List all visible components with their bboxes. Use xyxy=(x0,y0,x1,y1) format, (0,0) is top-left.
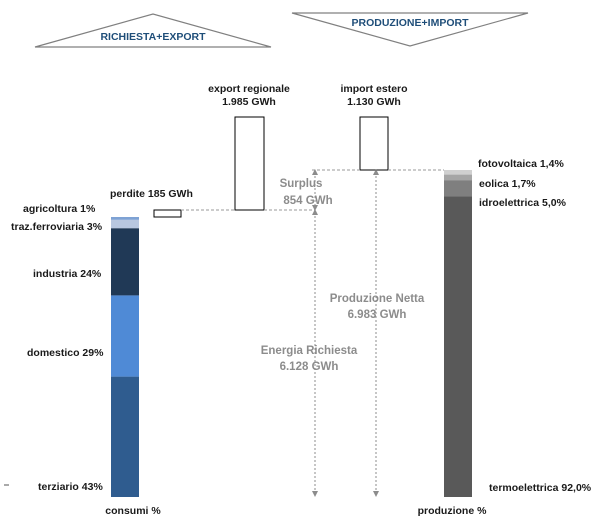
produzione-segment-idroelettrica xyxy=(444,180,472,197)
energia-richiesta-line2: 6.128 GWh xyxy=(280,361,339,373)
surplus-label-line2: 854 GWh xyxy=(283,195,332,207)
produzione-netta-line1: Produzione Netta xyxy=(330,293,425,305)
consumi-segment-domestico xyxy=(111,295,139,377)
produzione-segment-eolica xyxy=(444,174,472,181)
surplus-label-line1: Surplus xyxy=(280,178,323,190)
import-label-line2: 1.130 GWh xyxy=(347,96,401,108)
consumi-segment-agricoltura xyxy=(111,217,139,220)
export-label-line1: export regionale xyxy=(208,83,290,95)
export-label-line2: 1.985 GWh xyxy=(222,96,276,108)
produzione-label-fotovoltaica: fotovoltaica 1,4% xyxy=(478,158,564,170)
perdite-box xyxy=(153,209,182,218)
import-box xyxy=(359,116,389,171)
consumi-label-traz-ferroviaria: traz.ferroviaria 3% xyxy=(11,221,103,233)
consumi-label-terziario: terziario 43% xyxy=(38,481,103,493)
produzione-segment-termoelettrica xyxy=(444,196,472,497)
produzione-axis-label: produzione % xyxy=(418,505,487,517)
produzione-segment-fotovoltaica xyxy=(444,170,472,175)
produzione-label-idroelettrica: idroelettrica 5,0% xyxy=(479,197,567,209)
export-box xyxy=(234,116,265,211)
produzione-label-eolica: eolica 1,7% xyxy=(479,178,536,190)
consumi-column xyxy=(111,217,139,497)
left-header-triangle xyxy=(34,13,272,48)
produzione-column xyxy=(444,170,472,497)
consumi-segment-industria xyxy=(111,228,139,296)
right-header-text: PRODUZIONE+IMPORT xyxy=(352,17,470,29)
consumi-label-agricoltura: agricoltura 1% xyxy=(23,203,96,215)
consumi-segment-terziario xyxy=(111,376,139,497)
consumi-segment-traz-ferroviaria xyxy=(111,219,139,229)
produzione-netta-line2: 6.983 GWh xyxy=(348,309,407,321)
consumi-label-domestico: domestico 29% xyxy=(27,347,104,359)
left-header-text: RICHIESTA+EXPORT xyxy=(100,31,206,43)
energia-richiesta-line1: Energia Richiesta xyxy=(261,345,358,357)
consumi-axis-label: consumi % xyxy=(105,505,161,517)
produzione-label-termoelettrica: termoelettrica 92,0% xyxy=(489,482,592,494)
consumi-label-industria: industria 24% xyxy=(33,268,102,280)
perdite-label: perdite 185 GWh xyxy=(110,188,193,200)
right-header-triangle xyxy=(291,12,529,47)
import-label-line1: import estero xyxy=(340,83,407,95)
